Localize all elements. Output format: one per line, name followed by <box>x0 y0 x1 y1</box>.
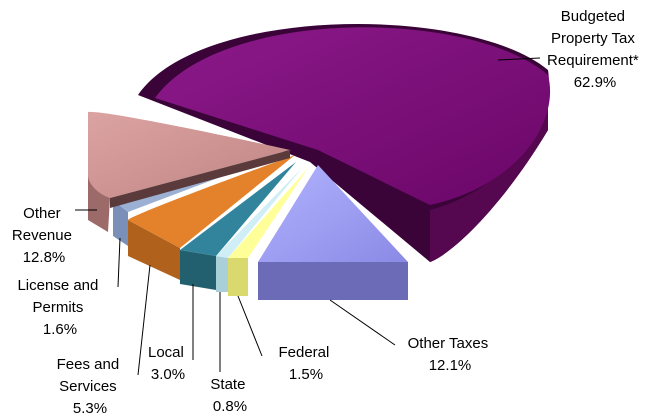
label-state: State 0.8% <box>210 376 249 415</box>
label-fees-services: Fees and Services 5.3% <box>57 356 124 415</box>
leader-other-taxes <box>329 299 396 346</box>
leader-fees <box>137 264 151 376</box>
slice-fees-services <box>128 155 295 280</box>
slice-local <box>180 162 296 290</box>
leader-property-tax <box>497 57 541 61</box>
leader-federal <box>237 295 263 357</box>
label-property-tax: Budgeted Property Tax Requirement* 62.9% <box>547 8 643 91</box>
slice-other-taxes <box>258 165 408 300</box>
slice-labels: Budgeted Property Tax Requirement* 62.9%… <box>12 8 643 415</box>
leader-license <box>117 237 121 288</box>
label-license-permits: License and Permits 1.6% <box>17 277 102 338</box>
slice-state <box>216 168 302 292</box>
label-other-taxes: Other Taxes 12.1% <box>408 335 493 374</box>
slice-property-tax <box>138 23 551 262</box>
slice-federal <box>228 168 308 296</box>
label-other-revenue: Other Revenue 12.8% <box>12 205 76 266</box>
leader-lines <box>75 57 541 376</box>
slice-other-revenue <box>88 111 290 232</box>
label-federal: Federal 1.5% <box>278 344 333 383</box>
label-local: Local 3.0% <box>148 344 188 383</box>
